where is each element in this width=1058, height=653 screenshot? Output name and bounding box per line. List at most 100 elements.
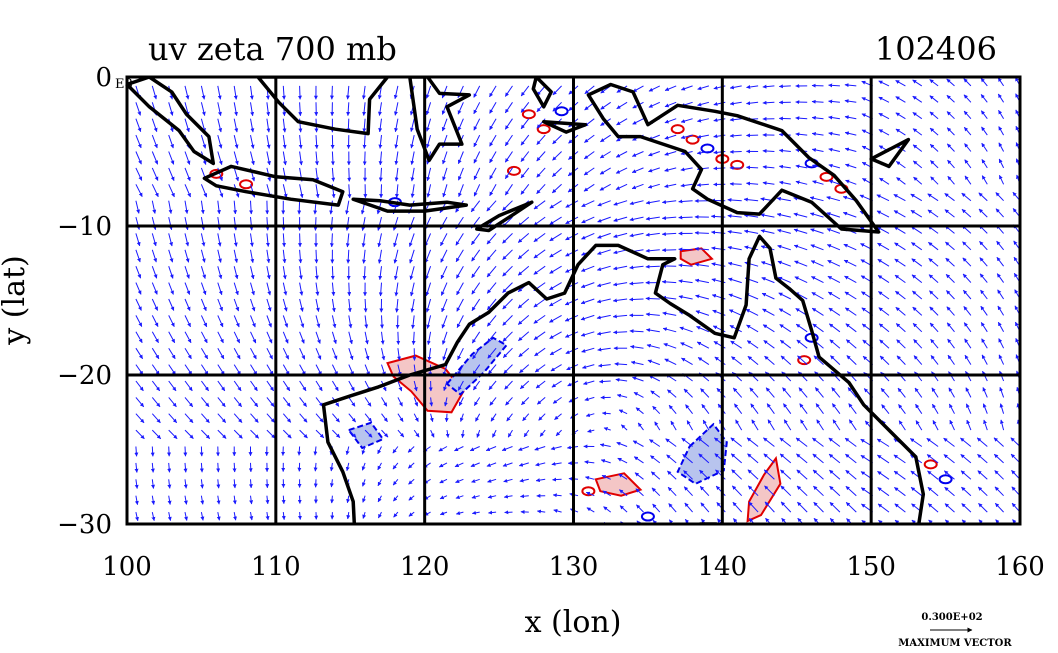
wind-vector	[134, 479, 139, 489]
wind-vector	[216, 479, 221, 489]
wind-vector	[135, 216, 141, 230]
x-tick-label: 160	[995, 552, 1045, 582]
wind-vector	[581, 200, 595, 208]
wind-vector	[486, 249, 497, 261]
reference-vector-value: 0.300E+02	[921, 612, 982, 623]
wind-vector	[612, 314, 628, 319]
wind-vector	[282, 364, 290, 376]
wind-vector	[645, 312, 660, 317]
x-tick-label: 140	[698, 552, 748, 582]
wind-vector	[233, 217, 238, 231]
wind-vector	[581, 232, 595, 240]
wind-vector	[502, 462, 513, 467]
wind-vector	[645, 264, 660, 269]
wind-vector	[407, 446, 415, 453]
wind-vector	[701, 403, 710, 415]
wind-vector	[549, 200, 562, 209]
wind-vector	[632, 376, 644, 382]
wind-vector	[486, 282, 497, 294]
wind-vector	[454, 446, 464, 452]
wind-vector	[612, 298, 628, 303]
wind-vector	[596, 265, 611, 271]
wind-vector	[299, 298, 304, 312]
wind-vector	[596, 331, 611, 336]
wind-vector	[648, 167, 660, 173]
wind-vector	[455, 478, 464, 483]
wind-vector	[636, 520, 641, 524]
wind-vector	[504, 184, 513, 196]
wind-vector	[533, 331, 546, 341]
wind-vector	[678, 247, 693, 252]
wind-vector	[597, 249, 611, 255]
wind-vector	[135, 249, 141, 263]
wind-vector	[377, 462, 382, 471]
wind-vector	[469, 446, 480, 452]
wind-vector	[584, 396, 595, 402]
wind-vector	[151, 429, 162, 440]
wind-vector	[167, 495, 172, 505]
wind-vector	[597, 216, 611, 223]
wind-vector	[455, 265, 464, 279]
wind-vector	[347, 167, 352, 182]
wind-vector	[445, 430, 450, 438]
wind-vector	[315, 413, 324, 423]
wind-vector	[648, 85, 661, 92]
wind-vector	[135, 233, 141, 247]
vorticity-contour	[819, 171, 834, 182]
wind-vector	[297, 233, 302, 248]
wind-vector	[200, 266, 207, 279]
wind-vector	[501, 446, 513, 452]
wind-vector	[266, 397, 275, 407]
wind-vector	[619, 505, 628, 513]
wind-vector	[379, 529, 382, 535]
wind-vector	[136, 529, 138, 537]
wind-vector	[430, 429, 435, 438]
wind-vector	[504, 167, 513, 179]
x-tick-label: 100	[102, 552, 152, 582]
wind-vector	[233, 266, 239, 280]
wind-vector	[184, 298, 191, 312]
wind-vector	[629, 200, 644, 206]
wind-vector	[299, 429, 308, 439]
wind-vector	[440, 233, 448, 247]
vorticity-contour	[730, 159, 745, 170]
wind-vector	[184, 151, 191, 165]
wind-vector	[601, 411, 611, 416]
wind-vector	[596, 314, 611, 320]
wind-vector	[168, 102, 174, 116]
wind-vector	[299, 151, 303, 166]
wind-vector	[457, 151, 464, 165]
wind-vector	[408, 233, 415, 247]
wind-vector	[694, 246, 709, 251]
wind-vector	[584, 134, 595, 143]
wind-vector	[413, 413, 419, 422]
wind-vector	[473, 151, 481, 164]
wind-vector	[266, 151, 271, 166]
wind-vector	[584, 460, 595, 465]
wind-vector	[135, 397, 145, 408]
wind-vector	[216, 512, 221, 521]
wind-vector	[580, 331, 595, 337]
wind-vector	[664, 358, 677, 366]
wind-vector	[151, 282, 158, 295]
wind-vector	[502, 265, 513, 277]
wind-vector	[408, 511, 415, 517]
wind-vector	[668, 404, 677, 415]
wind-vector	[233, 397, 242, 408]
wind-vector	[471, 494, 480, 499]
wind-vector	[661, 279, 677, 284]
wind-vector	[151, 397, 161, 408]
wind-vector	[520, 151, 530, 162]
wind-vector	[549, 216, 562, 225]
wind-vector	[183, 495, 188, 505]
wind-vector	[599, 151, 611, 159]
wind-vector	[413, 380, 418, 392]
wind-vector	[645, 216, 660, 221]
wind-vector	[184, 200, 189, 214]
wind-vector	[700, 502, 710, 513]
vorticity-contour	[521, 109, 536, 120]
wind-vector	[536, 85, 546, 96]
wind-vector	[553, 509, 562, 513]
wind-vector	[200, 233, 206, 247]
wind-vector	[281, 85, 286, 100]
